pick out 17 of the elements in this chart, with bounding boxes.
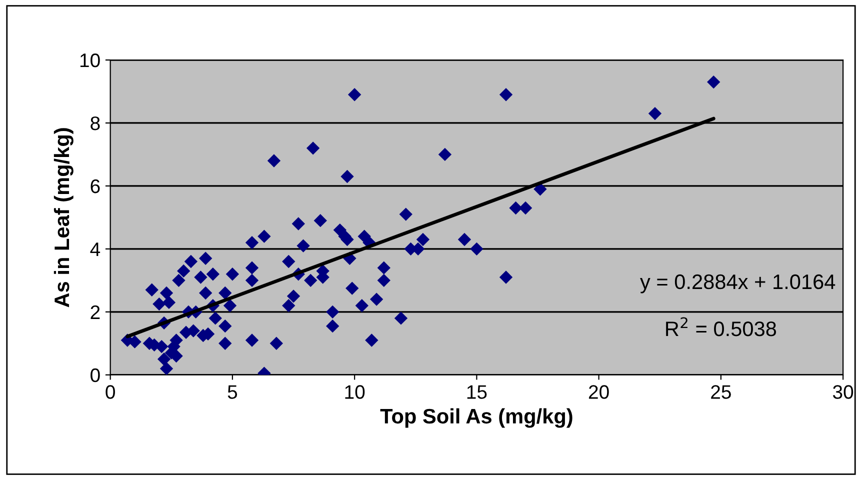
y-tick-label: 0 [90, 368, 100, 382]
y-tick-label: 2 [90, 305, 100, 319]
x-tick-label: 0 [106, 385, 115, 399]
annotation: R$^{2}$ = 0.5038 [666, 317, 776, 336]
x-axis-title: Top Soil As (mg/kg) [380, 408, 572, 428]
y-tick-label: 10 [80, 53, 100, 68]
x-tick-label: 20 [588, 385, 609, 399]
y-axis-title: As in Leaf (mg/kg) [54, 128, 74, 308]
x-tick-label: 15 [467, 385, 487, 399]
x-tick-label: 10 [345, 385, 365, 399]
x-tick-label: 5 [228, 385, 238, 399]
y-tick-label: 8 [90, 116, 100, 130]
y-tick-label: 6 [90, 179, 100, 194]
y-tick-label: 4 [90, 242, 100, 256]
x-tick-label: 25 [711, 385, 731, 399]
annotation: y = 0.2884x + 1.0164 [640, 274, 836, 294]
x-tick-label: 30 [832, 385, 854, 399]
